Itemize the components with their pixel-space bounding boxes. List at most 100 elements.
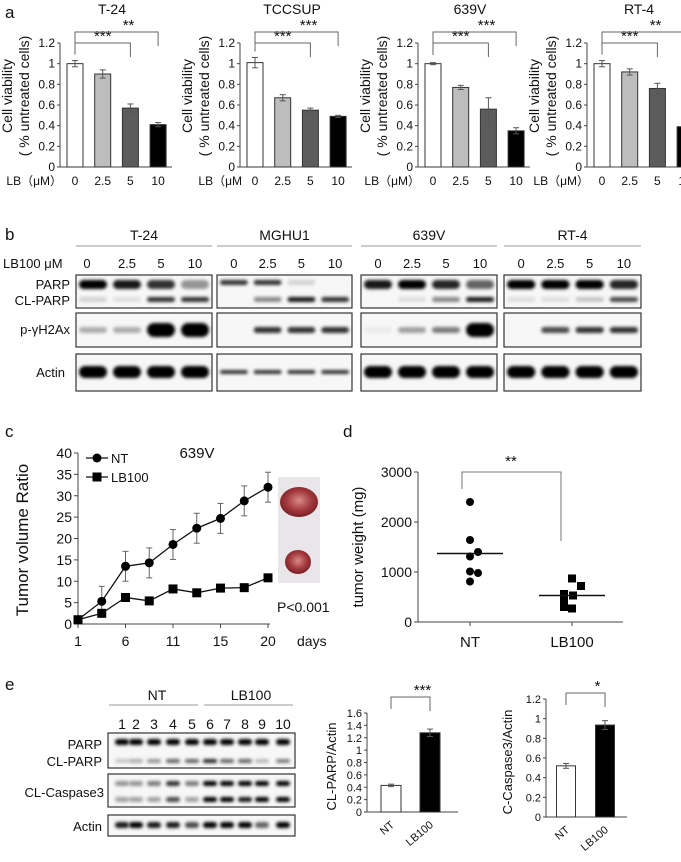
data-point-LB100 xyxy=(568,604,576,613)
bar xyxy=(419,732,441,813)
significance-stars: *** xyxy=(300,17,318,34)
x-tick-label: 0 xyxy=(430,174,437,188)
band-parp xyxy=(466,280,494,289)
band-p-gh2ax xyxy=(609,327,638,333)
significance-stars: ** xyxy=(123,17,135,34)
y-tick-label: 3000 xyxy=(381,464,412,480)
cell-line-title: RT-4 xyxy=(557,227,587,243)
band-cl-parp xyxy=(147,297,175,302)
y-axis-label: Cell viability xyxy=(179,59,195,133)
band-p-gh2ax xyxy=(113,327,141,333)
y-axis-label: Cell viability xyxy=(357,59,373,133)
band-p-gh2ax xyxy=(321,327,349,333)
bar xyxy=(246,62,264,168)
x-tick-label: 2.5 xyxy=(621,174,638,188)
band-cl-parp xyxy=(185,759,199,763)
significance-bracket xyxy=(432,31,517,46)
y-tick-label: 20 xyxy=(56,531,72,547)
y-tick-label: 0.6 xyxy=(347,770,362,782)
band-parp xyxy=(507,280,536,289)
y-tick-label: 0.6 xyxy=(565,98,582,112)
y-tick-label: 15 xyxy=(56,552,72,568)
data-point-LB100 xyxy=(239,583,249,593)
y-tick-label: 0 xyxy=(356,807,362,819)
y-tick-label: 1 xyxy=(48,57,55,71)
band-actin xyxy=(129,822,143,828)
y-tick-label: 1.2 xyxy=(38,36,55,50)
data-point-NT xyxy=(466,552,474,561)
row-label-actin: Actin xyxy=(36,365,65,380)
band-actin xyxy=(253,370,282,374)
dose-value: 2.5 xyxy=(546,256,564,271)
band-cl-parp xyxy=(507,297,536,302)
band-actin xyxy=(276,822,290,828)
bar xyxy=(149,124,167,168)
dose-value: 0 xyxy=(230,256,237,271)
data-point-NT xyxy=(466,498,474,506)
bar xyxy=(556,765,576,818)
panel-label-c: c xyxy=(5,422,14,441)
y-tick-label: 0.4 xyxy=(218,119,235,133)
tumor-nt-image xyxy=(280,487,318,517)
band-parp xyxy=(255,739,269,745)
y-tick-label: 40 xyxy=(56,445,72,461)
significance-bracket xyxy=(565,692,606,707)
panel-label-b: b xyxy=(5,225,14,244)
chart-title: 639V xyxy=(454,1,487,17)
data-point-NT xyxy=(192,523,202,533)
dose-value: 5 xyxy=(442,256,449,271)
significance-bracket xyxy=(74,42,131,57)
y-tick-label: 1 xyxy=(575,57,582,71)
significance-bracket xyxy=(461,471,562,541)
data-point-NT xyxy=(466,567,474,576)
p-value-annotation: P<0.001 xyxy=(277,599,330,615)
band-parp xyxy=(79,280,107,289)
y-tick-label: 0.8 xyxy=(218,77,235,91)
band-p-gh2ax xyxy=(79,327,107,333)
row-label-cl-parp: CL-PARP xyxy=(47,754,102,769)
x-axis-label: LB（μM xyxy=(198,174,242,188)
band-caspase3-upper xyxy=(276,781,290,786)
legend-label: NT xyxy=(111,451,128,466)
band-cl-parp xyxy=(147,759,161,763)
band-actin xyxy=(507,366,536,378)
band-parp xyxy=(287,280,316,285)
band-actin xyxy=(113,366,141,378)
band-actin xyxy=(147,366,175,378)
blot-actin xyxy=(107,814,296,837)
significance-stars: *** xyxy=(94,28,112,45)
cell-line-title: 639V xyxy=(413,227,446,243)
band-caspase3-lower xyxy=(115,797,129,802)
bar xyxy=(621,71,639,168)
band-actin xyxy=(432,366,460,378)
dose-label: LB100 μM xyxy=(3,256,63,271)
data-point-LB100 xyxy=(560,597,568,606)
y-tick-label: 0.4 xyxy=(347,782,362,794)
data-point-NT xyxy=(168,539,178,549)
data-point-NT xyxy=(466,577,474,586)
band-parp xyxy=(147,280,175,289)
band-actin xyxy=(147,822,161,828)
band-caspase3-upper xyxy=(185,781,199,786)
x-tick-label: LB100 xyxy=(550,634,593,651)
y-tick-label: 0 xyxy=(48,160,55,174)
band-cl-parp xyxy=(287,297,316,302)
band-parp xyxy=(238,739,252,745)
band-actin xyxy=(255,822,269,828)
x-tick-label: 2.5 xyxy=(274,174,291,188)
lane-number: 4 xyxy=(169,716,177,732)
bar xyxy=(301,109,319,168)
band-cl-parp xyxy=(79,297,107,302)
band-cl-parp xyxy=(541,297,570,302)
band-actin xyxy=(79,366,107,378)
data-point-NT xyxy=(474,569,482,577)
data-point-LB100 xyxy=(577,582,585,590)
y-tick-label: 0.4 xyxy=(565,119,582,133)
y-tick-label: 0.6 xyxy=(218,98,235,112)
y-tick-label: 1.4 xyxy=(347,720,362,732)
row-label-cl-parp: CL-PARP xyxy=(15,293,70,308)
row-label-parp: PARP xyxy=(68,737,102,752)
row-label-actin: Actin xyxy=(73,819,102,834)
band-cl-parp xyxy=(609,297,638,302)
data-point-LB100 xyxy=(168,584,178,594)
